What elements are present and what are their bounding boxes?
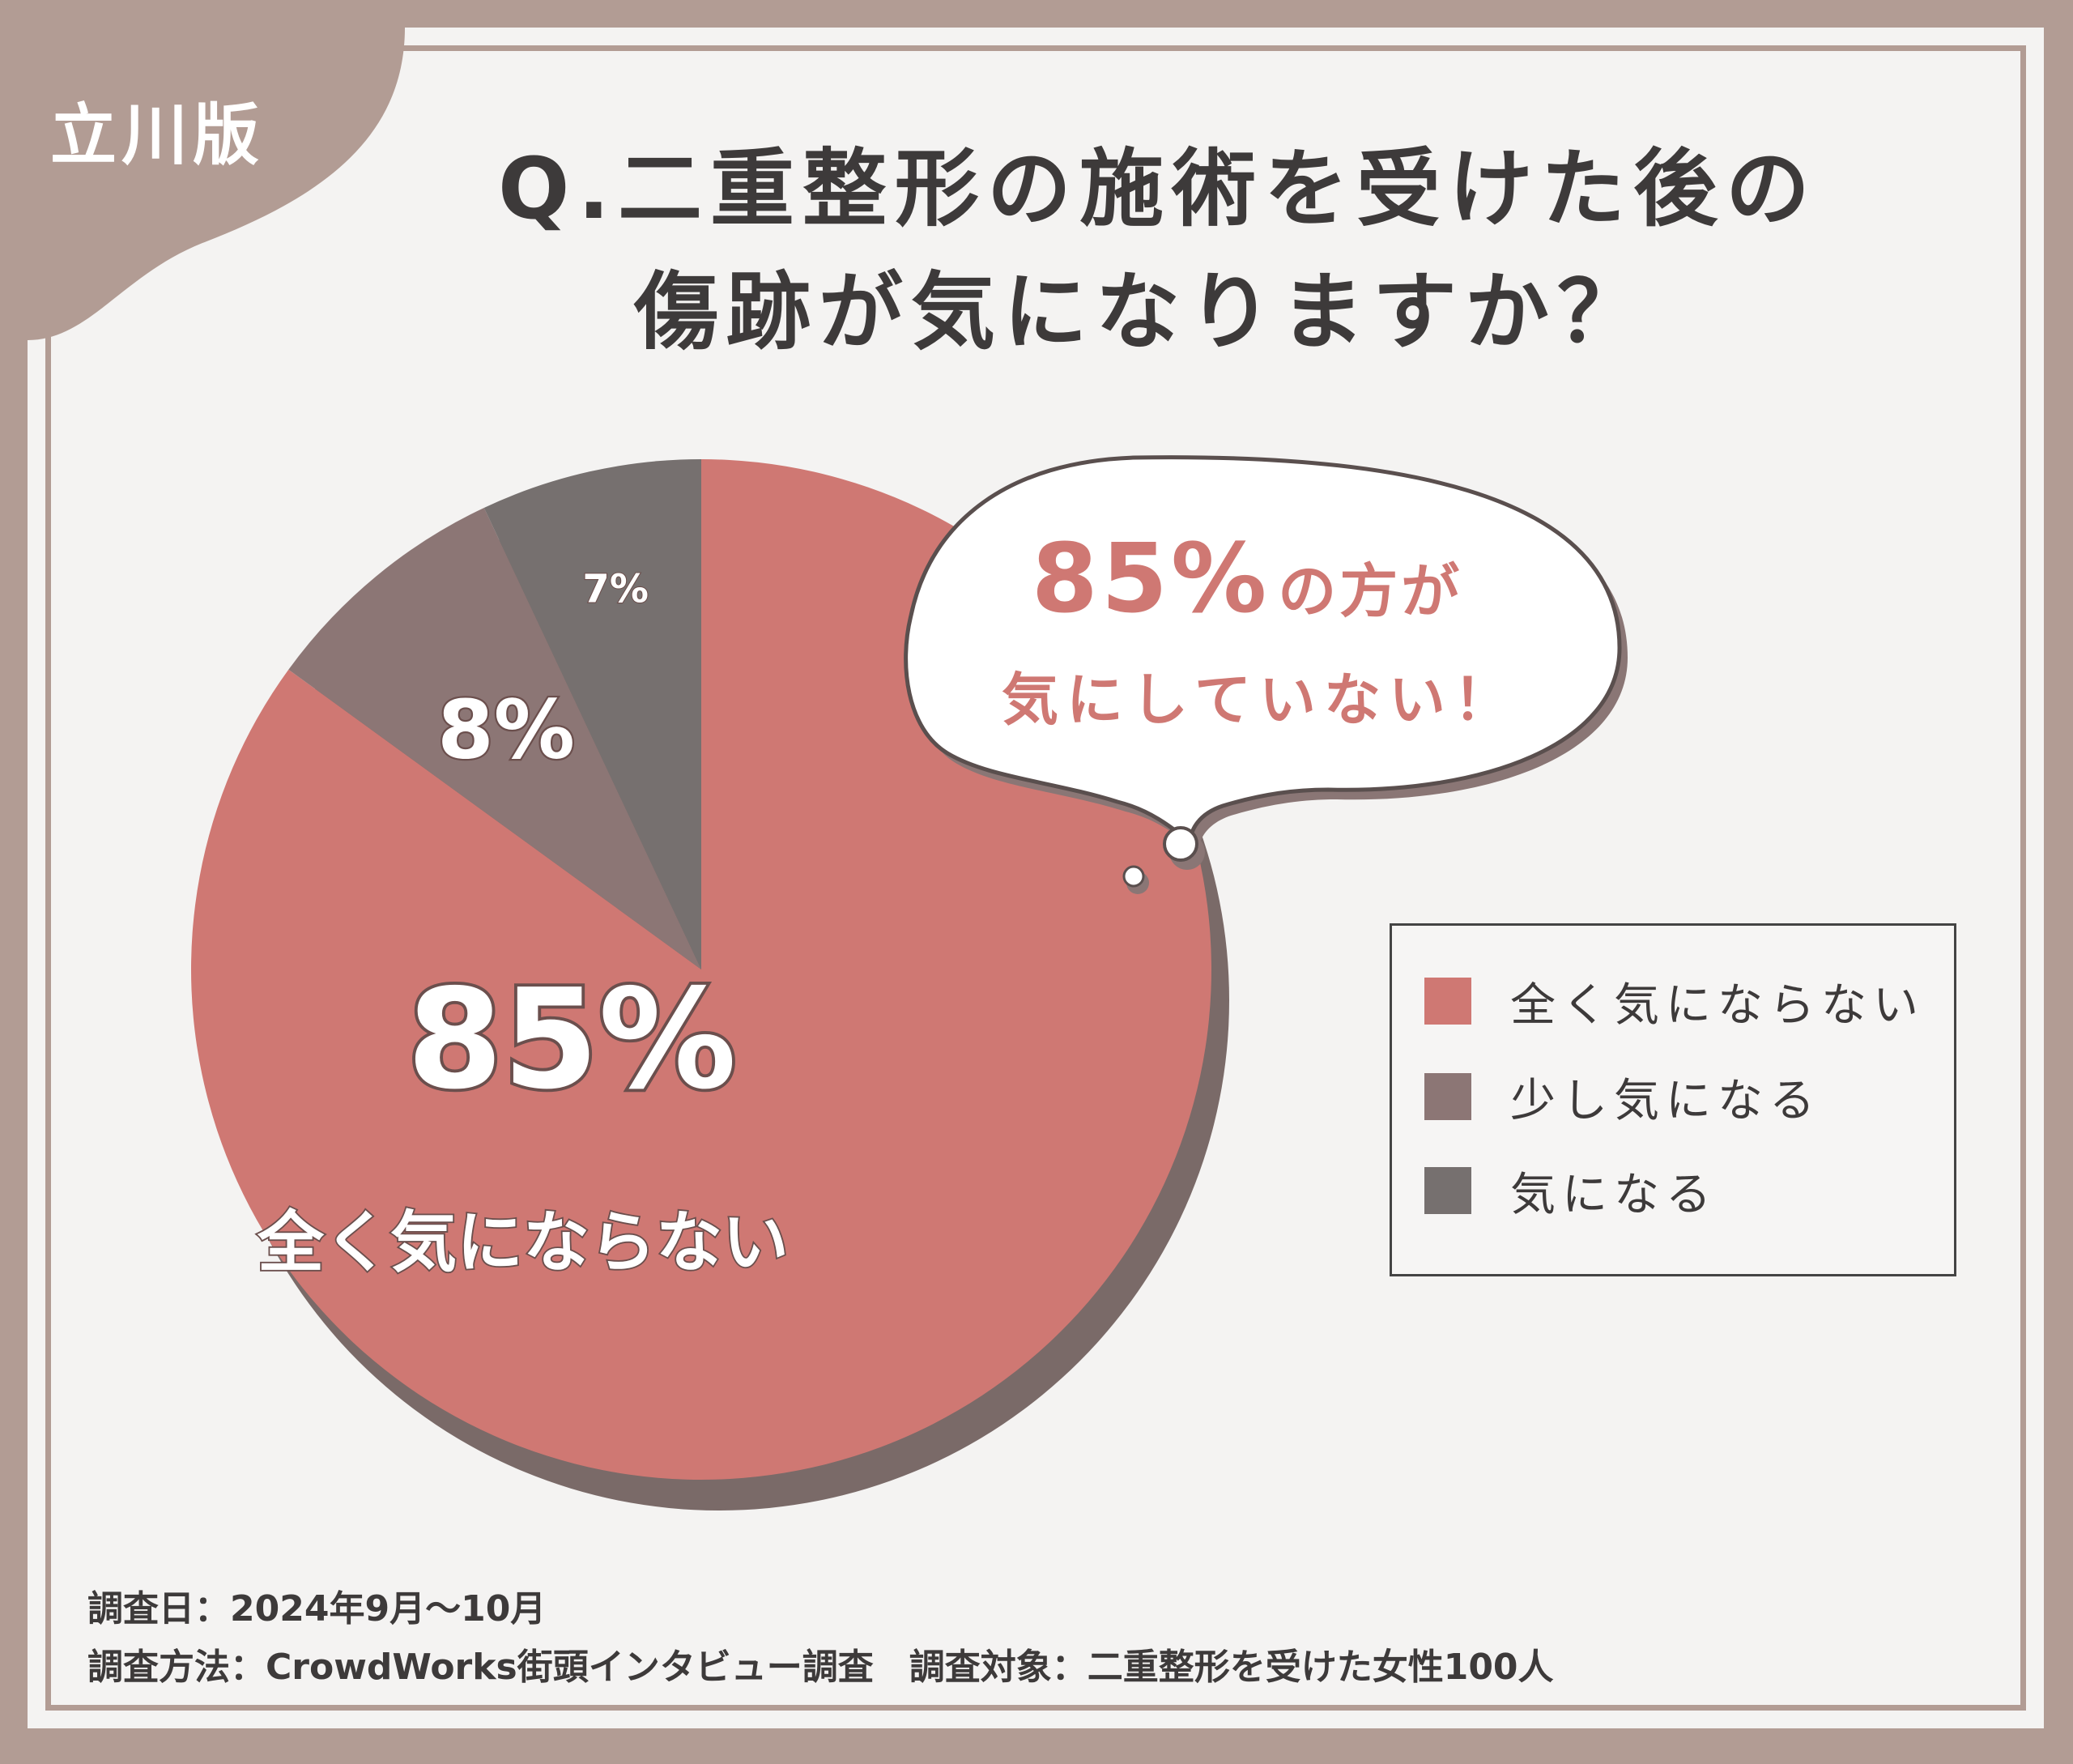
legend-label: 少し気になる xyxy=(1510,1074,1821,1127)
legend-item: 気になる xyxy=(1424,1165,1718,1221)
speech-bubble: 85% の方が 気にしていない！ xyxy=(904,455,1628,894)
svg-text:85%の方が: 85% の方が xyxy=(1032,522,1462,634)
survey-method: 調査方法：CrowdWorks街頭インタビュー調査 調査対象：二重整形を受けた女… xyxy=(87,1647,1554,1688)
chart-title-line-1: Q.二重整形の施術を受けた後の xyxy=(498,139,1818,238)
legend-label: 気になる xyxy=(1510,1168,1718,1221)
pie-label-main: 85% xyxy=(407,960,737,1120)
legend-item: 全く気にならない xyxy=(1424,976,1925,1032)
chart-title-line-2: 傷跡が気になりますか？ xyxy=(633,262,1649,361)
bubble-highlight: 85% xyxy=(1032,522,1270,634)
pie-label-main-category: 全く気にならない xyxy=(257,1204,789,1281)
region-tag: 立川版 xyxy=(50,97,265,174)
bubble-line2: 気にしていない！ xyxy=(1002,667,1518,733)
legend-swatch xyxy=(1424,1167,1471,1214)
legend: 全く気にならない 少し気になる 気になる xyxy=(1390,923,1956,1276)
legend-item: 少し気になる xyxy=(1424,1072,1821,1127)
pie-slice xyxy=(288,507,701,969)
legend-swatch xyxy=(1424,978,1471,1025)
corner-tab xyxy=(28,28,405,340)
legend-swatch xyxy=(1424,1073,1471,1120)
pie-slice xyxy=(483,459,701,969)
pie-label: 7% xyxy=(582,567,649,612)
bubble-line1-rest: の方が xyxy=(1278,557,1462,625)
legend-label: 全く気にならない xyxy=(1510,978,1925,1032)
pie-label: 8% xyxy=(437,683,575,778)
survey-date: 調査日：2024年9月～10月 xyxy=(87,1588,547,1630)
pie-labels: 85% 全く気にならない 8% 7% xyxy=(255,565,790,1282)
